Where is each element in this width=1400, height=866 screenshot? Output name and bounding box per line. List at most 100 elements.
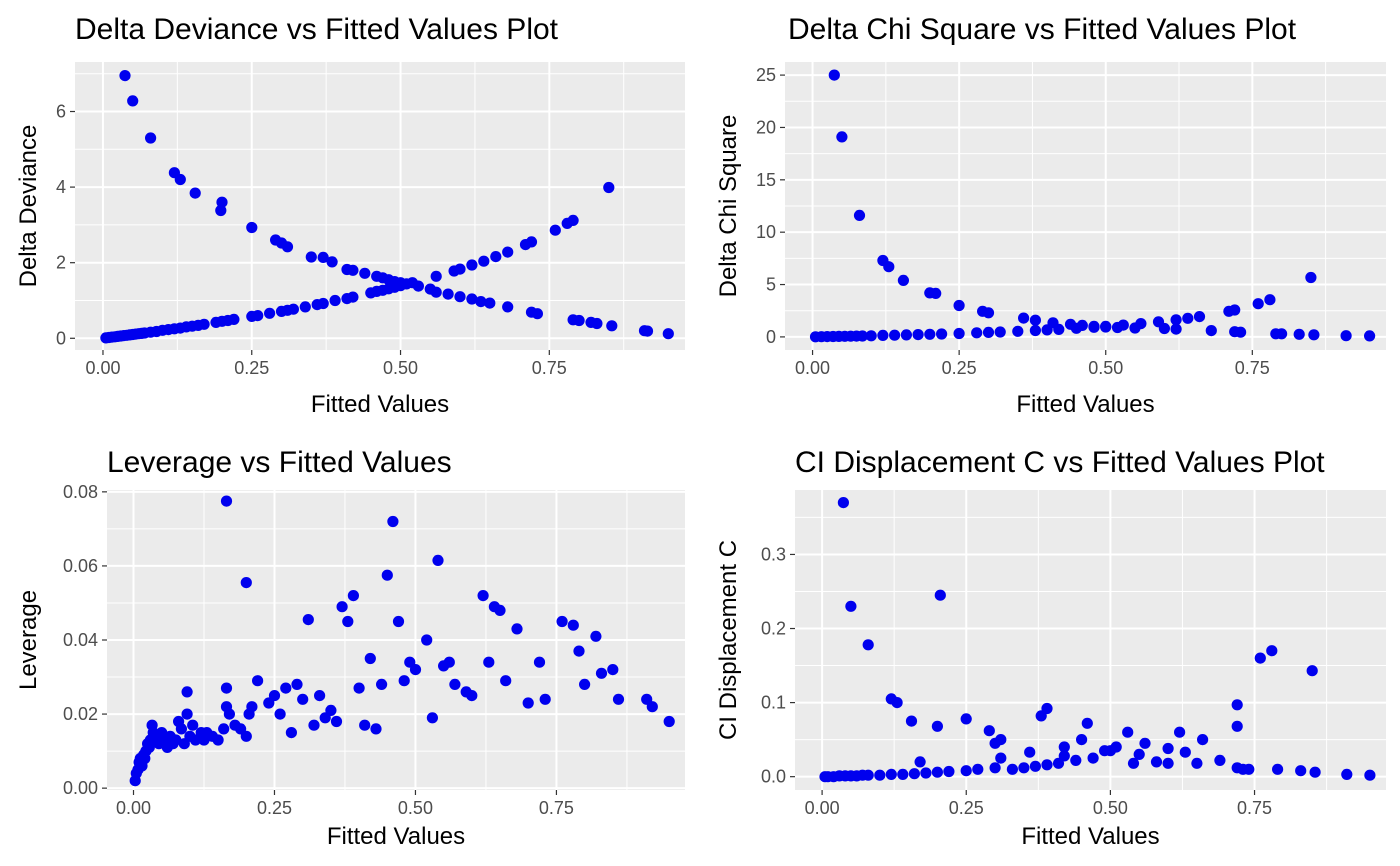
chart-title: CI Displacement C vs Fitted Values Plot (795, 446, 1325, 479)
data-point (591, 317, 603, 330)
data-point (885, 768, 897, 781)
data-point (347, 291, 359, 303)
data-point (175, 723, 187, 735)
data-point (1170, 323, 1182, 335)
data-point (302, 614, 314, 626)
data-point (381, 569, 393, 581)
data-point (376, 678, 388, 691)
data-point (1122, 726, 1134, 738)
y-tick-label: 6 (56, 102, 66, 122)
x-tick-label: 0.00 (805, 798, 840, 818)
data-point (1117, 319, 1129, 331)
data-point (1193, 311, 1206, 323)
chart-title: Delta Chi Square vs Fitted Values Plot (788, 13, 1297, 46)
data-point (549, 224, 561, 236)
data-point (1308, 329, 1320, 341)
data-point (454, 263, 466, 275)
data-point (914, 756, 926, 768)
y-tick-label: 0 (56, 328, 66, 348)
data-point (223, 708, 235, 720)
data-point (314, 690, 326, 702)
data-point (181, 686, 193, 698)
data-point (1029, 760, 1041, 772)
data-point (1182, 312, 1194, 324)
data-point (478, 255, 490, 267)
data-point (573, 314, 585, 327)
data-point (1012, 325, 1024, 337)
data-point (220, 495, 233, 507)
data-point (392, 615, 405, 628)
data-point (662, 328, 674, 340)
data-point (1293, 328, 1305, 340)
data-point (426, 712, 438, 724)
data-point (1252, 298, 1264, 310)
data-point (982, 326, 995, 338)
data-point (353, 682, 365, 694)
data-point (960, 765, 972, 777)
x-tick-label: 0.00 (85, 358, 120, 378)
data-point (1150, 756, 1163, 768)
data-point (924, 328, 936, 340)
chart-title: Leverage vs Fitted Values (107, 446, 452, 479)
data-point (663, 715, 675, 728)
data-point (1081, 717, 1093, 729)
data-point (252, 675, 264, 687)
data-point (477, 590, 489, 602)
data-point (1229, 304, 1241, 316)
data-point (1058, 741, 1070, 753)
data-point (305, 251, 317, 263)
data-point (567, 214, 579, 226)
data-point (877, 329, 889, 341)
data-point (853, 209, 866, 221)
y-tick-label: 0.2 (761, 619, 786, 639)
y-tick-label: 0.04 (63, 630, 98, 650)
data-point (862, 769, 874, 781)
data-point (342, 615, 354, 628)
x-tick-label: 0.00 (795, 358, 830, 378)
x-tick-label: 0.50 (1088, 358, 1123, 378)
data-point (502, 246, 514, 258)
data-point (1305, 271, 1317, 284)
data-point (989, 762, 1001, 774)
data-point (539, 693, 551, 705)
x-tick-label: 0.50 (1093, 798, 1128, 818)
data-point (1076, 734, 1088, 746)
data-point (387, 515, 399, 528)
data-point (856, 330, 869, 342)
data-point (1243, 763, 1255, 775)
data-point (268, 690, 281, 702)
data-point (1029, 314, 1041, 326)
data-point (1235, 326, 1247, 338)
data-point (215, 204, 227, 217)
data-point (836, 131, 848, 143)
data-point (347, 264, 359, 276)
x-axis-label: Fitted Values (327, 823, 465, 850)
chart-panel-4: 0.00 0.25 0.50 0.75 0.0 0.1 0.2 0.3 CI Displacem… (715, 446, 1386, 850)
data-point (1099, 745, 1111, 757)
data-point (567, 619, 579, 631)
data-point (430, 270, 442, 282)
data-point (484, 297, 496, 309)
data-point (336, 601, 348, 613)
data-point (1309, 766, 1321, 778)
data-point (1029, 324, 1041, 337)
data-point (430, 286, 442, 298)
data-point (432, 554, 444, 567)
data-point (359, 267, 371, 279)
data-point (1264, 294, 1276, 306)
data-point (1266, 645, 1278, 657)
data-point (500, 675, 512, 687)
data-point (1174, 726, 1186, 738)
data-point (579, 678, 591, 691)
data-point (181, 708, 193, 720)
data-point (1272, 763, 1284, 775)
data-point (170, 734, 182, 746)
data-point (198, 318, 210, 330)
y-tick-label: 15 (756, 170, 776, 190)
data-point (573, 645, 585, 657)
y-tick-label: 0.08 (63, 482, 98, 502)
data-point (174, 173, 186, 186)
data-point (1041, 759, 1053, 771)
data-point (1135, 318, 1147, 330)
data-point (590, 630, 602, 642)
